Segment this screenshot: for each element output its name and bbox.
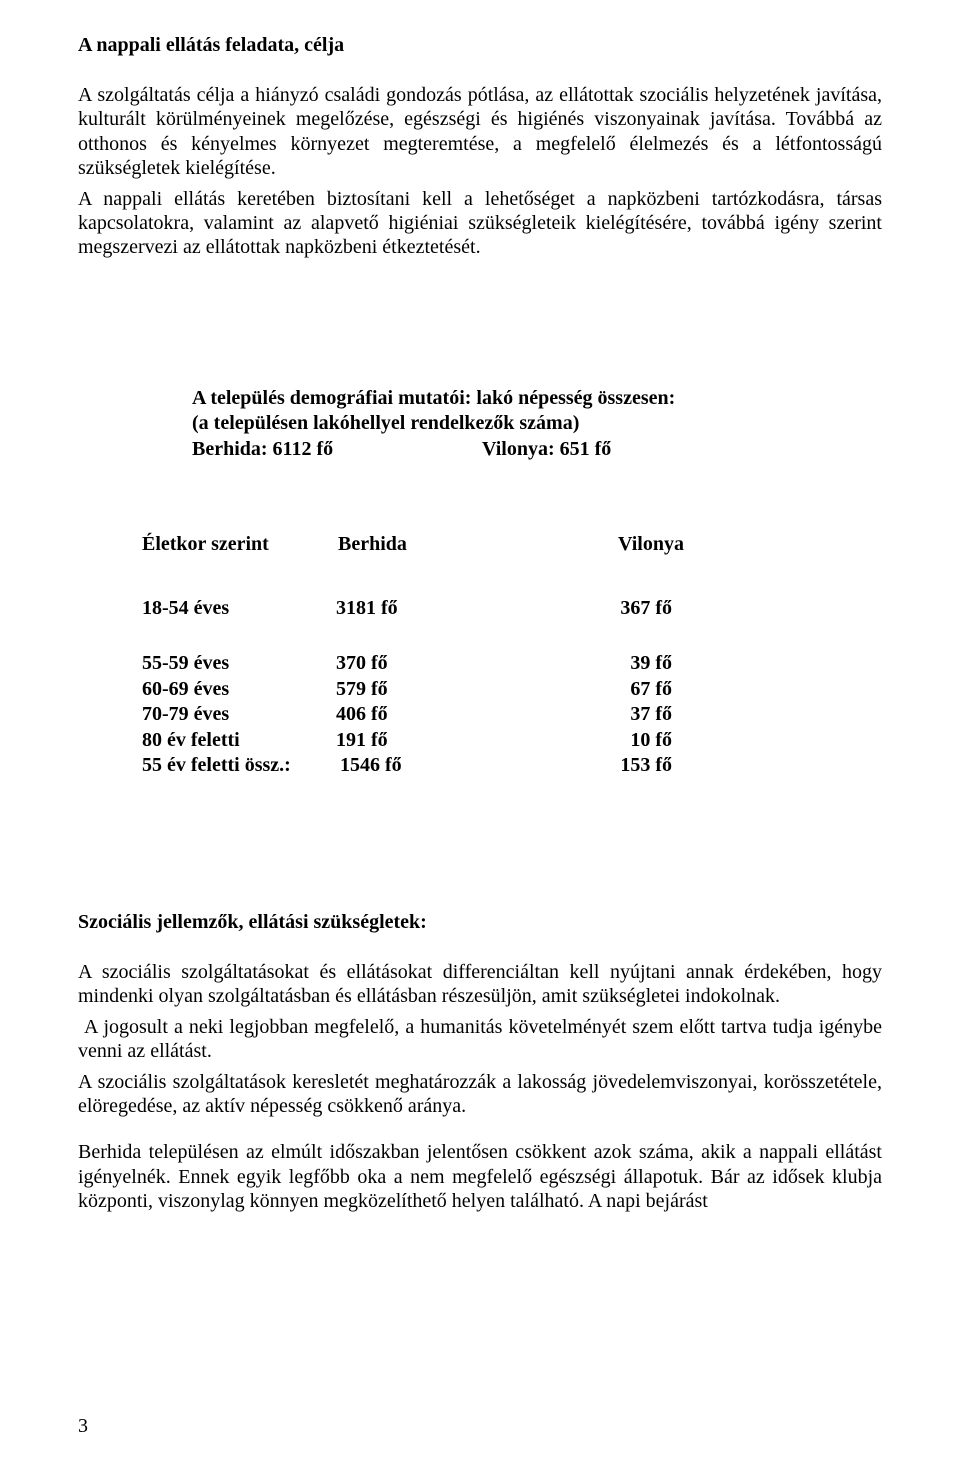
document-page: A nappali ellátás feladata, célja A szol…	[0, 0, 960, 1458]
table-row: 80 év feletti 191 fő 10 fő	[142, 728, 882, 754]
spacer	[78, 463, 882, 533]
age-value-berhida: 191 fő	[336, 728, 612, 754]
age-table-body: 18-54 éves 3181 fő 367 fő 55-59 éves 370…	[142, 596, 882, 780]
age-label: 60-69 éves	[142, 677, 336, 703]
body-paragraph: A nappali ellátás keretében biztosítani …	[78, 187, 882, 260]
age-label-total: 55 év feletti össz.:	[142, 753, 340, 779]
age-header-col: Életkor szerint	[142, 533, 338, 556]
demographics-vilonya: Vilonya: 651 fő	[482, 437, 882, 463]
age-value-vilonya: 153 fő	[612, 753, 882, 779]
age-value-berhida: 1546 fő	[340, 753, 612, 779]
demographics-row: Berhida: 6112 fő Vilonya: 651 fő	[192, 437, 882, 463]
spacer	[78, 266, 882, 386]
age-label: 18-54 éves	[142, 596, 336, 622]
demographics-block: A település demográfiai mutatói: lakó né…	[192, 386, 882, 463]
spacer	[78, 1124, 882, 1140]
age-value-vilonya: 67 fő	[612, 677, 882, 703]
demographics-line: A település demográfiai mutatói: lakó né…	[192, 386, 882, 412]
body-paragraph: A szociális szolgáltatások keresletét me…	[78, 1070, 882, 1119]
age-label: 80 év feletti	[142, 728, 336, 754]
page-number: 3	[78, 1415, 88, 1438]
age-value-vilonya: 37 fő	[612, 702, 882, 728]
age-label: 70-79 éves	[142, 702, 336, 728]
body-paragraph: A szociális szolgáltatásokat és ellátáso…	[78, 960, 882, 1009]
table-row-total: 55 év feletti össz.: 1546 fő 153 fő	[142, 753, 882, 779]
age-value-berhida: 406 fő	[336, 702, 612, 728]
spacer	[78, 556, 882, 596]
age-value-vilonya: 39 fő	[612, 651, 882, 677]
body-paragraph: A jogosult a neki legjobban megfelelő, a…	[78, 1015, 882, 1064]
age-header-col: Vilonya	[618, 533, 882, 556]
section-heading: Szociális jellemzők, ellátási szükséglet…	[78, 911, 882, 934]
body-paragraph: Berhida településen az elmúlt időszakban…	[78, 1140, 882, 1213]
demographics-berhida: Berhida: 6112 fő	[192, 437, 482, 463]
demographics-line: (a településen lakóhellyel rendelkezők s…	[192, 411, 882, 437]
age-value-berhida: 579 fő	[336, 677, 612, 703]
table-row: 18-54 éves 3181 fő 367 fő	[142, 596, 882, 622]
age-table-header: Életkor szerint Berhida Vilonya	[142, 533, 882, 556]
table-row: 70-79 éves 406 fő 37 fő	[142, 702, 882, 728]
body-paragraph: A szolgáltatás célja a hiányzó családi g…	[78, 83, 882, 181]
age-value-vilonya: 367 fő	[612, 596, 882, 622]
table-row: 55-59 éves 370 fő 39 fő	[142, 651, 882, 677]
section-heading: A nappali ellátás feladata, célja	[78, 34, 882, 57]
table-row: 60-69 éves 579 fő 67 fő	[142, 677, 882, 703]
age-value-vilonya: 10 fő	[612, 728, 882, 754]
age-label: 55-59 éves	[142, 651, 336, 677]
spacer	[142, 621, 882, 651]
age-value-berhida: 370 fő	[336, 651, 612, 677]
age-header-col: Berhida	[338, 533, 618, 556]
age-value-berhida: 3181 fő	[336, 596, 612, 622]
